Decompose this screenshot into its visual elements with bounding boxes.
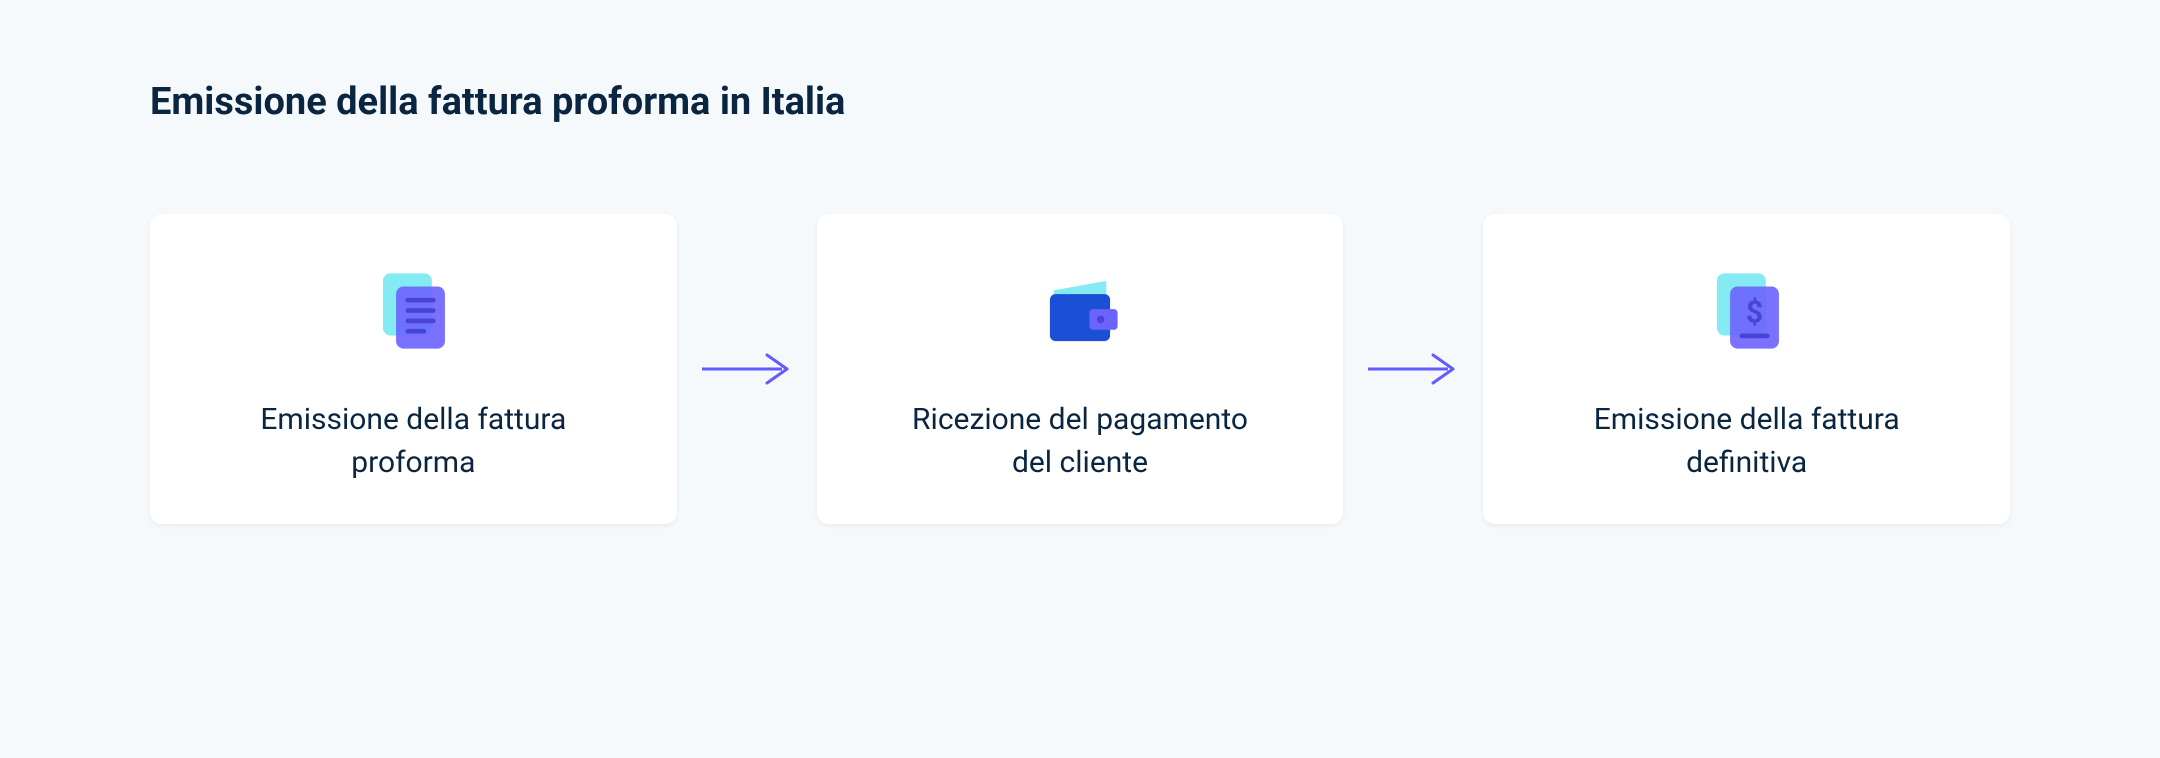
document-icon <box>366 264 460 358</box>
wallet-icon <box>1033 264 1127 358</box>
svg-text:$: $ <box>1746 295 1763 330</box>
process-flow: Emissione della fattura proforma Ricezio… <box>150 214 2010 524</box>
step-label-2: Ricezione del pagamento del cliente <box>890 398 1270 485</box>
arrow-icon-2 <box>1363 349 1463 389</box>
page-title: Emissione della fattura proforma in Ital… <box>150 80 2010 124</box>
step-card-1: Emissione della fattura proforma <box>150 214 677 524</box>
step-card-3: $ Emissione della fattura definitiva <box>1483 214 2010 524</box>
invoice-dollar-icon: $ <box>1700 264 1794 358</box>
step-label-1: Emissione della fattura proforma <box>223 398 603 485</box>
arrow-icon-1 <box>697 349 797 389</box>
step-label-3: Emissione della fattura definitiva <box>1557 398 1937 485</box>
step-card-2: Ricezione del pagamento del cliente <box>817 214 1344 524</box>
